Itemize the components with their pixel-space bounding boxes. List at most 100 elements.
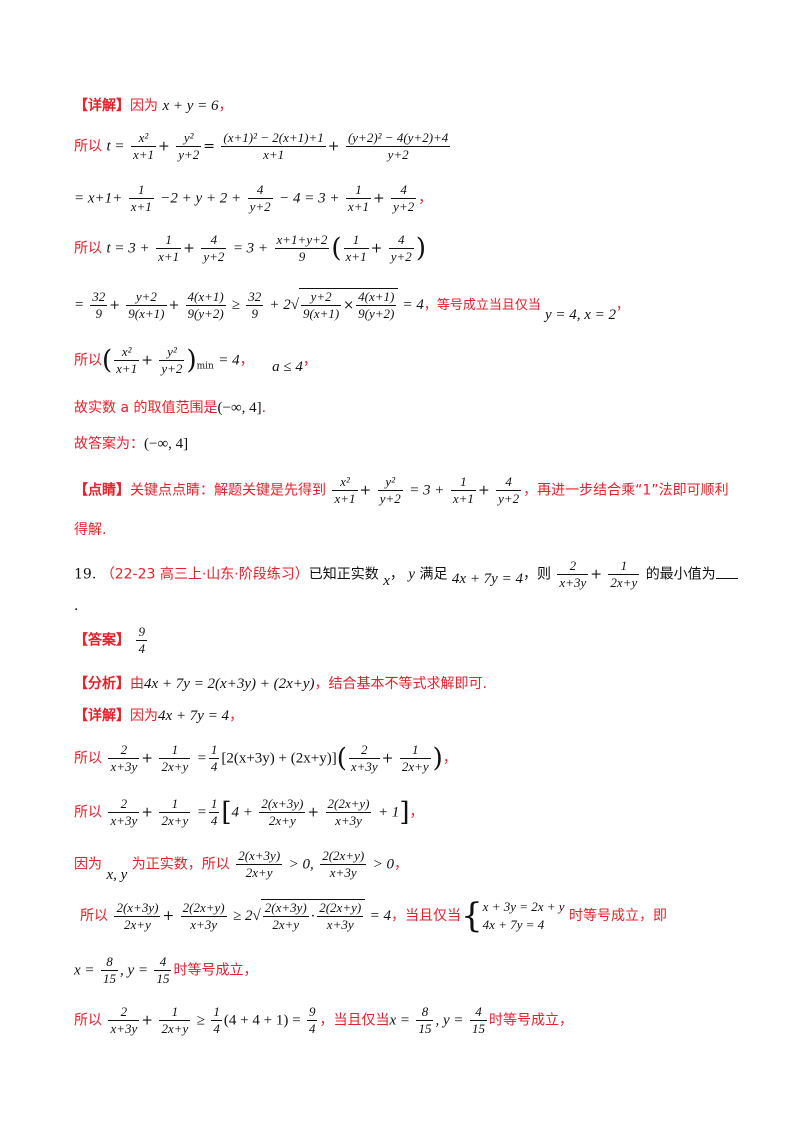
fraction: 1 x+1 bbox=[345, 182, 371, 214]
math: 4 + bbox=[231, 804, 253, 821]
math: , y = bbox=[435, 1012, 464, 1029]
text: 时等号成立， bbox=[173, 962, 258, 979]
step-6: 所以 2 x+3y + 1 2x+y ≥ 1 4 (4 + 4 + 1) = 9 4 ，当且仅… bbox=[74, 1004, 573, 1036]
step-2: 所以 2 x+3y + 1 2x+y = 1 4 [4 + 2(x+3y) 2x+y + 2(2… bbox=[74, 796, 424, 828]
fraction: 2 x+3y bbox=[348, 742, 380, 774]
math: = 4 bbox=[218, 352, 240, 369]
fraction: 2(2x+y) x+3y bbox=[325, 796, 372, 828]
text: 因为 bbox=[130, 708, 158, 724]
text: 关键点点睛：解题关键是先得到 bbox=[130, 482, 326, 499]
fraction: y+2 9(x+1) bbox=[126, 289, 167, 321]
text: ，当且仅当 bbox=[319, 1012, 390, 1029]
text: 所以 bbox=[74, 1012, 102, 1029]
fraction: 4 y+2 bbox=[247, 182, 273, 214]
text: 由 bbox=[130, 676, 144, 692]
text: ，再进一步结合乘“1”法即可顺利 bbox=[523, 482, 729, 499]
detail-line-1: 【详解】因为 x + y = 6， bbox=[74, 96, 740, 116]
fraction: 2 x+3y bbox=[108, 742, 140, 774]
comment-line-2: 得解. bbox=[74, 520, 740, 540]
simplify-line: = x+1+ 1 x+1 −2 + y + 2 + 4 y+2 − 4 = 3 + … bbox=[74, 182, 433, 214]
text: ， bbox=[616, 298, 630, 313]
t-rewrite-line: 所以 t = 3 + 1 x+1 + 4 y+2 = 3 + x+1+y+2 9(1 x+… bbox=[74, 232, 426, 264]
math: (−∞, 4] bbox=[144, 436, 189, 452]
math: t = bbox=[106, 138, 125, 155]
math: 4x + 7y = 2(x+3y) + (2x+y) bbox=[144, 676, 315, 692]
text: 时等号成立，即 bbox=[569, 908, 668, 924]
math: y = 4, x = 2 bbox=[544, 307, 617, 323]
fraction: 1 2x+y bbox=[159, 1004, 191, 1036]
step-5: x = 8 15, y = 4 15 时等号成立， bbox=[74, 954, 740, 994]
math: = 3 + bbox=[409, 482, 445, 499]
math: ≥ 2 bbox=[233, 908, 253, 924]
text: ， bbox=[418, 190, 433, 207]
fraction: 32 9 bbox=[90, 289, 108, 321]
math: = x+1+ bbox=[74, 190, 123, 207]
math: − 4 = 3 + bbox=[279, 190, 340, 207]
text: 得解. bbox=[74, 522, 107, 538]
text: 所以 bbox=[74, 750, 102, 767]
subscript: min bbox=[196, 361, 214, 372]
math: = 4 bbox=[402, 297, 424, 313]
math: = 4 bbox=[369, 908, 392, 924]
question-dot: . bbox=[74, 598, 79, 614]
fraction: y² y+2 bbox=[159, 344, 185, 376]
math: > 0, bbox=[288, 856, 314, 873]
fraction: x+1+y+2 9 bbox=[274, 232, 330, 264]
text: 时等号成立， bbox=[488, 1012, 573, 1029]
fraction: 4(x+1) 9(y+2) bbox=[356, 289, 397, 321]
answer-blank bbox=[715, 577, 738, 579]
text: ， bbox=[442, 750, 457, 767]
equation-system: x + 3y = 2x + y 4x + 7y = 4 bbox=[482, 899, 565, 932]
fraction: 2 x+3y bbox=[108, 1004, 140, 1036]
detail-tag: 【详解】 bbox=[74, 98, 130, 114]
fraction: 1 2x+y bbox=[159, 742, 191, 774]
fraction: 1 2x+y bbox=[608, 558, 640, 590]
analysis-19: 【分析】由4x + 7y = 2(x+3y) + (2x+y)，结合基本不等式求… bbox=[74, 674, 740, 694]
text: 故实数 a 的取值范围是 bbox=[74, 400, 218, 416]
text: 因为 bbox=[130, 98, 158, 114]
text: ， bbox=[229, 708, 244, 724]
math: −2 + y + 2 + bbox=[160, 190, 242, 207]
fraction: 2 x+3y bbox=[557, 558, 589, 590]
fraction: 1 x+1 bbox=[156, 232, 182, 264]
math: > 0 bbox=[372, 856, 395, 873]
range-line: 故实数 a 的取值范围是(−∞, 4]. bbox=[74, 400, 267, 416]
fraction: 8 15 bbox=[416, 1004, 434, 1036]
math: = bbox=[196, 804, 207, 821]
question-source: （22-23 高三上·山东·阶段练习） bbox=[100, 566, 309, 583]
question-number: 19. bbox=[74, 566, 97, 583]
fraction: 8 15 bbox=[100, 954, 118, 986]
math: ≥ bbox=[231, 297, 241, 313]
fraction: y² y+2 bbox=[377, 474, 403, 506]
text: ， bbox=[218, 98, 233, 114]
answer-tag: 【答案】 bbox=[74, 632, 130, 649]
math: a ≤ 4 bbox=[272, 358, 303, 375]
fraction: 4 y+2 bbox=[388, 232, 414, 264]
t-expression-line: 所以 t = x² x+1 + y² y+2 = (x+1)² − 2(x+1)+1 x+… bbox=[74, 130, 451, 162]
text: 为正实数，所以 bbox=[131, 856, 230, 873]
text: 故答案为： bbox=[74, 436, 144, 452]
question-19: 19. （22-23 高三上·山东·阶段练习）已知正实数 x， y 满足 4x … bbox=[74, 558, 740, 598]
text: ， bbox=[409, 804, 424, 821]
fraction: x² x+1 bbox=[114, 344, 140, 376]
text: ，等号成立当且仅当 bbox=[423, 298, 541, 313]
math: x = bbox=[389, 1012, 411, 1029]
text: 已知正实数 bbox=[308, 566, 379, 583]
comment-tag: 【点睛】 bbox=[74, 482, 130, 499]
fraction: 4 15 bbox=[469, 1004, 487, 1036]
math: y bbox=[408, 566, 415, 583]
fraction: 1 x+1 bbox=[128, 182, 154, 214]
math: , y = bbox=[119, 962, 149, 979]
math: 4x + 7y = 4 bbox=[451, 570, 523, 587]
fraction: 2(x+3y) 2x+y bbox=[259, 796, 306, 828]
text: 所以 bbox=[74, 240, 102, 257]
text: ，当且仅当 bbox=[391, 908, 462, 924]
fraction: 2(2x+y) x+3y bbox=[180, 899, 227, 932]
analysis-tag: 【分析】 bbox=[74, 676, 130, 692]
fraction: 4 15 bbox=[154, 954, 172, 986]
step-3: 因为 x, y 为正实数，所以 2(x+3y) 2x+y > 0, 2(2x+y)… bbox=[74, 848, 740, 888]
min-line: 所以(x² x+1 + y² y+2)min = 4， a ≤ 4， bbox=[74, 344, 317, 376]
text: ， bbox=[239, 352, 254, 369]
